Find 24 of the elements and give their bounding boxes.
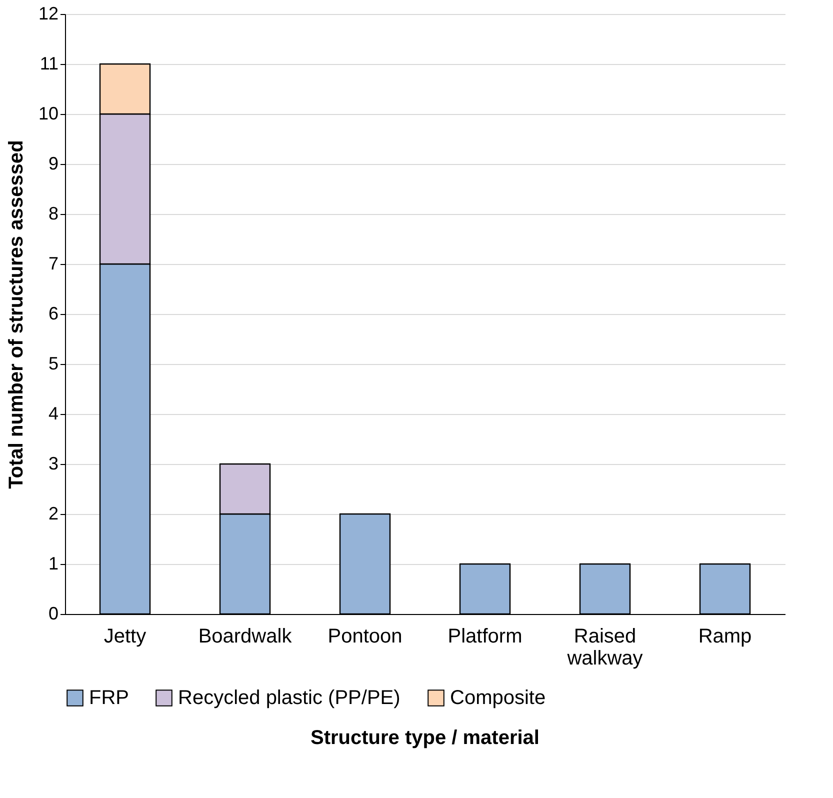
x-axis-title: Structure type / material [310, 727, 540, 749]
y-tick-label: 6 [48, 304, 58, 324]
y-tick-label: 1 [48, 554, 58, 574]
x-tick-label: Platform [448, 626, 522, 648]
y-tick-label: 2 [48, 504, 58, 524]
y-tick-label: 5 [48, 354, 58, 374]
y-tick-label: 12 [38, 4, 58, 24]
y-tick-label: 7 [48, 254, 58, 274]
x-tick-label: Ramp [698, 626, 752, 648]
y-tick-label: 9 [48, 154, 58, 174]
legend-label: Recycled plastic (PP/PE) [178, 687, 400, 709]
x-tick-label: Raised walkway [566, 626, 643, 670]
x-tick-label: Pontoon [328, 626, 402, 648]
y-tick-label: 4 [48, 404, 58, 424]
x-tick-label: Boardwalk [198, 626, 293, 648]
x-tick-label: Jetty [104, 626, 146, 648]
legend-label: FRP [89, 687, 129, 709]
y-tick-label: 0 [48, 604, 58, 624]
y-tick-label: 3 [48, 454, 58, 474]
y-tick-label: 10 [38, 104, 58, 124]
legend-label: Composite [450, 687, 546, 709]
y-axis-title: Total number of structures assessed [5, 140, 28, 489]
y-tick-label: 11 [40, 54, 58, 74]
y-tick-label: 8 [48, 204, 58, 224]
